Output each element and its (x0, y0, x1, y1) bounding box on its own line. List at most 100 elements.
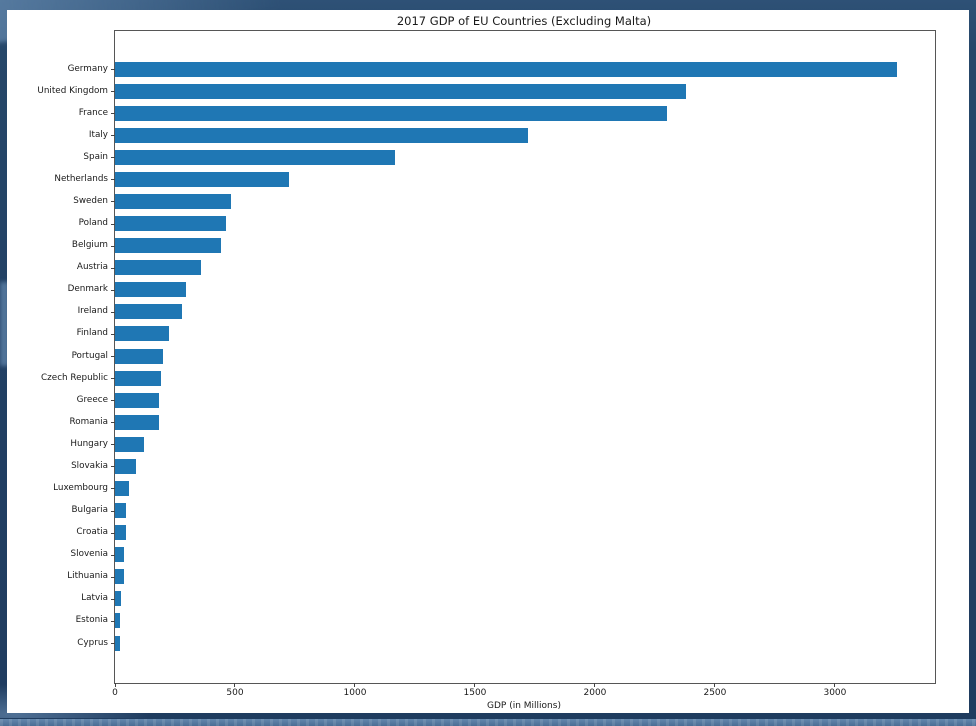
bar-row: Italy (89, 127, 935, 143)
x-tick-mark (594, 683, 596, 687)
y-tick-mark (111, 245, 115, 247)
x-tick-label: 2000 (583, 688, 607, 698)
y-tick-mark (111, 554, 115, 556)
y-tick-label: Lithuania (67, 571, 108, 582)
x-tick-mark (834, 683, 836, 687)
gdp-bar-austria (115, 260, 202, 276)
y-tick-mark (111, 311, 115, 313)
y-tick-mark (111, 422, 115, 424)
y-tick-label: Austria (76, 262, 108, 273)
gdp-bar-estonia (115, 613, 121, 629)
bar-row: Denmark (68, 282, 935, 298)
y-tick-label: Finland (76, 328, 108, 339)
y-tick-mark (111, 378, 115, 380)
y-tick-label: Italy (88, 129, 108, 140)
y-tick-label: Denmark (67, 284, 108, 295)
gdp-bar-latvia (115, 591, 121, 607)
y-tick-label: Croatia (76, 527, 108, 538)
y-tick-mark (111, 113, 115, 115)
gdp-bar-finland (115, 326, 170, 342)
y-tick-mark (111, 289, 115, 291)
gdp-bar-netherlands (115, 171, 289, 187)
y-tick-label: Hungary (70, 438, 108, 449)
gdp-bar-slovenia (115, 547, 125, 563)
y-tick-mark (111, 333, 115, 335)
y-tick-mark (111, 223, 115, 225)
chart-title: 2017 GDP of EU Countries (Excluding Malt… (396, 14, 652, 28)
y-tick-label: Greece (76, 394, 108, 405)
plot-area: Germany United Kingdom France Italy Spain Net… (37, 30, 936, 698)
gdp-bar-italy (115, 127, 528, 143)
y-tick-mark (111, 157, 115, 159)
y-tick-mark (111, 356, 115, 357)
y-tick-mark (111, 201, 115, 203)
background-bottom-band (0, 719, 976, 726)
y-tick-label: Latvia (81, 593, 108, 604)
gdp-bar-denmark (115, 282, 186, 298)
gdp-bar-luxembourg (115, 480, 130, 496)
y-tick-mark (111, 598, 115, 600)
gdp-bar-spain (115, 149, 395, 165)
y-tick-mark (111, 576, 115, 578)
y-tick-label: Czech Republic (41, 372, 108, 383)
gdp-bar-portugal (115, 348, 163, 364)
bar-row: Croatia (76, 525, 935, 541)
y-tick-mark (111, 69, 115, 70)
y-tick-label: Slovenia (70, 549, 108, 560)
y-tick-label: Poland (78, 218, 108, 229)
gdp-bar-united-kingdom (115, 83, 687, 99)
bar-row: Estonia (76, 613, 935, 629)
bar-row: Hungary (70, 436, 935, 452)
gdp-bar-sweden (115, 193, 232, 209)
bar-row: Poland (79, 216, 935, 232)
gdp-bar-slovakia (115, 458, 137, 474)
bar-row: Bulgaria (72, 503, 935, 519)
bar-row: Luxembourg (53, 480, 935, 496)
x-tick-label: 3000 (823, 688, 847, 698)
y-tick-label: United Kingdom (37, 85, 108, 96)
y-tick-mark (111, 488, 115, 490)
y-tick-mark (111, 444, 115, 446)
y-tick-label: Bulgaria (71, 505, 108, 516)
y-tick-label: Germany (67, 63, 108, 74)
gdp-bar-lithuania (115, 569, 124, 585)
bar-row: Lithuania (67, 569, 935, 585)
gdp-bar-bulgaria (115, 503, 127, 519)
bar-row: Cyprus (77, 635, 935, 651)
y-tick-label: Luxembourg (53, 482, 108, 493)
bar-row: Spain (83, 149, 935, 165)
background-accent-patch (0, 282, 9, 366)
gdp-bar-hungary (115, 436, 144, 452)
y-tick-mark (111, 400, 115, 402)
x-tick-label: 1000 (343, 688, 367, 698)
gdp-bar-belgium (115, 238, 221, 254)
y-tick-label: Slovakia (71, 460, 108, 471)
y-tick-label: Ireland (77, 306, 108, 317)
bar-row: Czech Republic (41, 370, 935, 386)
bar-row: France (79, 105, 935, 121)
bar-row: United Kingdom (37, 83, 935, 99)
gdp-bar-croatia (115, 525, 126, 541)
bar-row: Ireland (78, 304, 935, 320)
gdp-bar-poland (115, 216, 226, 232)
x-tick-mark (114, 683, 116, 687)
y-tick-label: Portugal (71, 350, 108, 361)
y-tick-label: France (78, 107, 108, 118)
y-tick-mark (111, 466, 115, 468)
x-axis-label: GDP (in Millions) (487, 701, 561, 711)
bar-row: Finland (77, 326, 935, 342)
bar-row: Austria (77, 260, 935, 276)
x-tick-mark (354, 683, 356, 687)
bar-row: Portugal (72, 348, 935, 364)
x-tick-label: 0 (112, 688, 118, 698)
gdp-bar-cyprus (115, 635, 120, 651)
x-tick-mark (474, 683, 476, 687)
y-tick-label: Cyprus (77, 637, 108, 648)
gdp-bar-romania (115, 414, 159, 430)
y-tick-mark (111, 267, 115, 269)
bar-row: Greece (77, 392, 935, 408)
bar-row: Sweden (73, 193, 935, 209)
y-tick-label: Spain (83, 151, 108, 162)
y-tick-mark (111, 620, 115, 622)
gdp-bar-ireland (115, 304, 183, 320)
